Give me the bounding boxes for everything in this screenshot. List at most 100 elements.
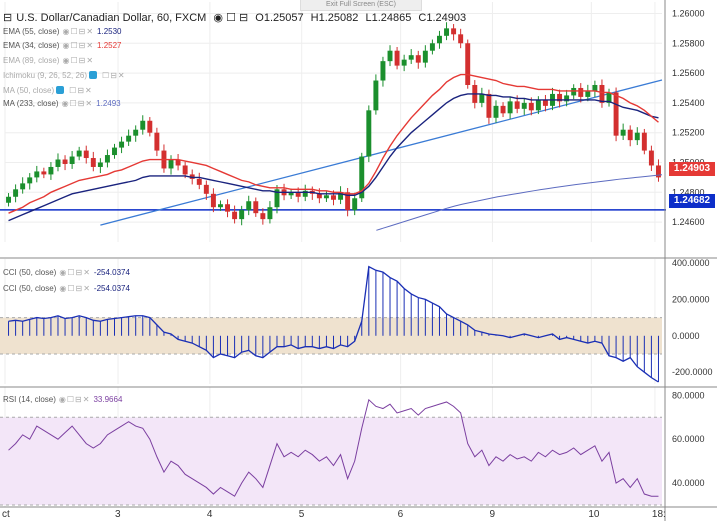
legend-ichimoku-label: Ichimoku (9, 26, 52, 26) <box>3 71 88 80</box>
candle-body <box>140 120 146 130</box>
y-tick-label: 1.24800 <box>672 187 705 197</box>
candle-body <box>225 204 231 212</box>
ma-line-ema-34 <box>8 73 659 214</box>
candle-body <box>451 28 457 35</box>
ohlc-high: H1.25082 <box>310 12 359 24</box>
candle-body <box>458 34 464 44</box>
x-tick-label: 18: <box>652 509 666 520</box>
candle-body <box>542 99 548 106</box>
legend-ma50-label: MA (50, close) <box>3 86 55 95</box>
candle-body <box>210 193 216 208</box>
candle-body <box>267 207 273 220</box>
collapse-icon[interactable]: ⊟ <box>3 12 13 24</box>
candle-body <box>528 102 534 111</box>
legend-ema89[interactable]: EMA (89, close) ◉☐⊟✕ <box>3 56 97 65</box>
legend-ema55-value: 1.2530 <box>97 27 122 36</box>
rsi-pane <box>0 398 662 506</box>
legend-ma233[interactable]: MA (233, close) ◉☐⊟✕ 1.2493 <box>3 99 121 108</box>
candle-body <box>620 129 626 136</box>
legend-cci-2[interactable]: CCI (50, close) ◉☐⊟✕ -254.0374 <box>3 284 130 293</box>
candle-body <box>507 101 513 114</box>
candle-body <box>564 95 570 102</box>
price-pane <box>0 22 666 231</box>
legend-ichimoku[interactable]: Ichimoku (9, 26, 52, 26) ☐⊟✕ <box>3 71 129 80</box>
rsi-y-tick-label: 40.0000 <box>672 478 705 488</box>
candle-body <box>48 166 54 175</box>
legend-rsi[interactable]: RSI (14, close) ◉☐⊟✕ 33.9664 <box>3 395 122 404</box>
candle-body <box>436 35 442 44</box>
candle-body <box>571 87 577 96</box>
candle-body <box>302 190 308 197</box>
candle-body <box>217 204 223 208</box>
legend-ema34[interactable]: EMA (34, close) ◉☐⊟✕ 1.2527 <box>3 41 122 50</box>
candle-body <box>479 93 485 103</box>
candle-body <box>27 177 33 184</box>
header-buttons[interactable]: ◉ ☐ ⊟ <box>213 12 249 24</box>
y-tick-label: 1.25800 <box>672 38 705 48</box>
candle-body <box>429 43 435 51</box>
legend-ema89-buttons[interactable]: ◉☐⊟✕ <box>62 56 95 65</box>
cci-line <box>8 265 659 383</box>
ma-line-ema-55 <box>8 93 659 222</box>
candle-body <box>641 132 647 151</box>
candle-body <box>655 165 661 178</box>
legend-cci-2-buttons[interactable]: ◉☐⊟✕ <box>59 284 91 293</box>
candle-body <box>401 59 407 66</box>
legend-ma50-buttons[interactable]: ☐⊟✕ <box>69 86 93 95</box>
legend-ema55-buttons[interactable]: ◉☐⊟✕ <box>62 27 95 36</box>
candle-body <box>288 192 294 196</box>
y-tick-label: 1.24600 <box>672 217 705 227</box>
candle-body <box>104 155 110 163</box>
legend-ema55[interactable]: EMA (55, close) ◉☐⊟✕ 1.2530 <box>3 27 122 36</box>
x-tick-label: 4 <box>207 509 213 520</box>
candle-body <box>119 141 125 148</box>
last-price-tag: 1.24903 <box>669 162 715 176</box>
candle-body <box>359 156 365 199</box>
legend-cci-1[interactable]: CCI (50, close) ◉☐⊟✕ -254.0374 <box>3 268 130 277</box>
candle-body <box>13 189 19 197</box>
cci-y-tick-label: 0.0000 <box>672 331 700 341</box>
visibility-toggle-icon[interactable] <box>89 71 98 79</box>
candle-body <box>394 50 400 66</box>
y-tick-label: 1.25200 <box>672 128 705 138</box>
legend-cci-1-value: -254.0374 <box>93 268 130 277</box>
candle-body <box>444 28 450 36</box>
candle-body <box>83 150 89 159</box>
exit-fullscreen-button[interactable]: Exit Full Screen (ESC) <box>300 0 422 11</box>
x-tick-label: ct <box>2 509 10 520</box>
candle-body <box>500 105 506 114</box>
legend-ichimoku-buttons[interactable]: ☐⊟✕ <box>102 71 126 80</box>
candle-body <box>69 156 75 164</box>
y-tick-label: 1.26000 <box>672 8 705 18</box>
rsi-y-tick-label: 60.0000 <box>672 434 705 444</box>
candle-body <box>493 105 499 118</box>
candle-body <box>274 189 280 208</box>
candle-body <box>331 195 336 200</box>
visibility-toggle-icon[interactable] <box>56 86 65 94</box>
legend-ma233-buttons[interactable]: ◉☐⊟✕ <box>61 99 94 108</box>
candle-body <box>408 55 414 60</box>
legend-rsi-buttons[interactable]: ◉☐⊟✕ <box>58 395 91 404</box>
legend-cci-1-buttons[interactable]: ◉☐⊟✕ <box>59 268 91 277</box>
candle-body <box>345 192 351 211</box>
candle-body <box>514 101 520 109</box>
candle-body <box>239 210 245 220</box>
candle-body <box>203 184 209 194</box>
cci-y-tick-label: 400.0000 <box>672 258 710 268</box>
symbol-title: U.S. Dollar/Canadian Dollar, 60, FXCM <box>16 12 207 24</box>
candle-body <box>126 135 132 142</box>
legend-cci-1-label: CCI (50, close) <box>3 268 57 277</box>
legend-ma50[interactable]: MA (50, close) ☐⊟✕ <box>3 86 96 95</box>
candle-body <box>90 158 96 167</box>
candle-body <box>316 193 322 199</box>
ohlc-close: C1.24903 <box>418 12 467 24</box>
candle-body <box>380 61 386 81</box>
candle-body <box>182 165 188 175</box>
candle-body <box>535 99 541 111</box>
y-tick-label: 1.25400 <box>672 98 705 108</box>
candle-body <box>168 159 174 169</box>
legend-ema34-buttons[interactable]: ◉☐⊟✕ <box>62 41 95 50</box>
y-tick-label: 1.25600 <box>672 68 705 78</box>
legend-ema34-value: 1.2527 <box>97 41 122 50</box>
